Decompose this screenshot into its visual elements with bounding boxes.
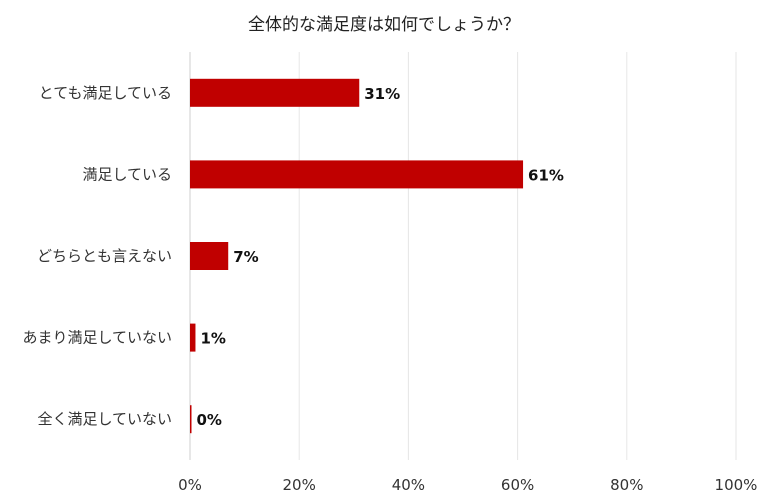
value-labels: 31% 61% 7% 1% 0% bbox=[197, 85, 564, 429]
category-labels: とても満足している満足しているどちらとも言えないあまり満足していない全く満足して… bbox=[22, 84, 172, 428]
category-label-1: とても満足している bbox=[39, 84, 172, 102]
value-label-1: 31% bbox=[364, 85, 400, 103]
chart-title: 全体的な満足度は如何でしょうか？ bbox=[248, 15, 520, 35]
bars bbox=[190, 78, 524, 434]
x-tick-label-100: 100% bbox=[715, 476, 758, 494]
x-tick-label-40: 40% bbox=[392, 476, 425, 494]
value-label-3: 7% bbox=[233, 248, 258, 266]
category-label-2: 満足している bbox=[82, 165, 172, 183]
x-tick-label-60: 60% bbox=[501, 476, 534, 494]
grid-lines bbox=[189, 52, 737, 460]
bar-4 bbox=[190, 323, 196, 352]
bar-1 bbox=[190, 78, 360, 107]
x-tick-label-20: 20% bbox=[283, 476, 316, 494]
bar-2 bbox=[190, 160, 524, 189]
bar-5 bbox=[190, 405, 192, 434]
value-label-4: 1% bbox=[200, 330, 225, 348]
category-label-5: 全く満足していない bbox=[37, 410, 172, 428]
category-label-3: どちらとも言えない bbox=[37, 247, 172, 265]
x-tick-label-80: 80% bbox=[610, 476, 643, 494]
x-axis-ticks: 0% 20% 40% 60% 80% 100% bbox=[178, 476, 757, 494]
bar-3 bbox=[190, 242, 229, 270]
x-tick-label-0: 0% bbox=[178, 476, 202, 494]
value-label-2: 61% bbox=[528, 166, 564, 184]
category-label-4: あまり満足していない bbox=[22, 329, 172, 347]
value-label-5: 0% bbox=[197, 411, 222, 429]
